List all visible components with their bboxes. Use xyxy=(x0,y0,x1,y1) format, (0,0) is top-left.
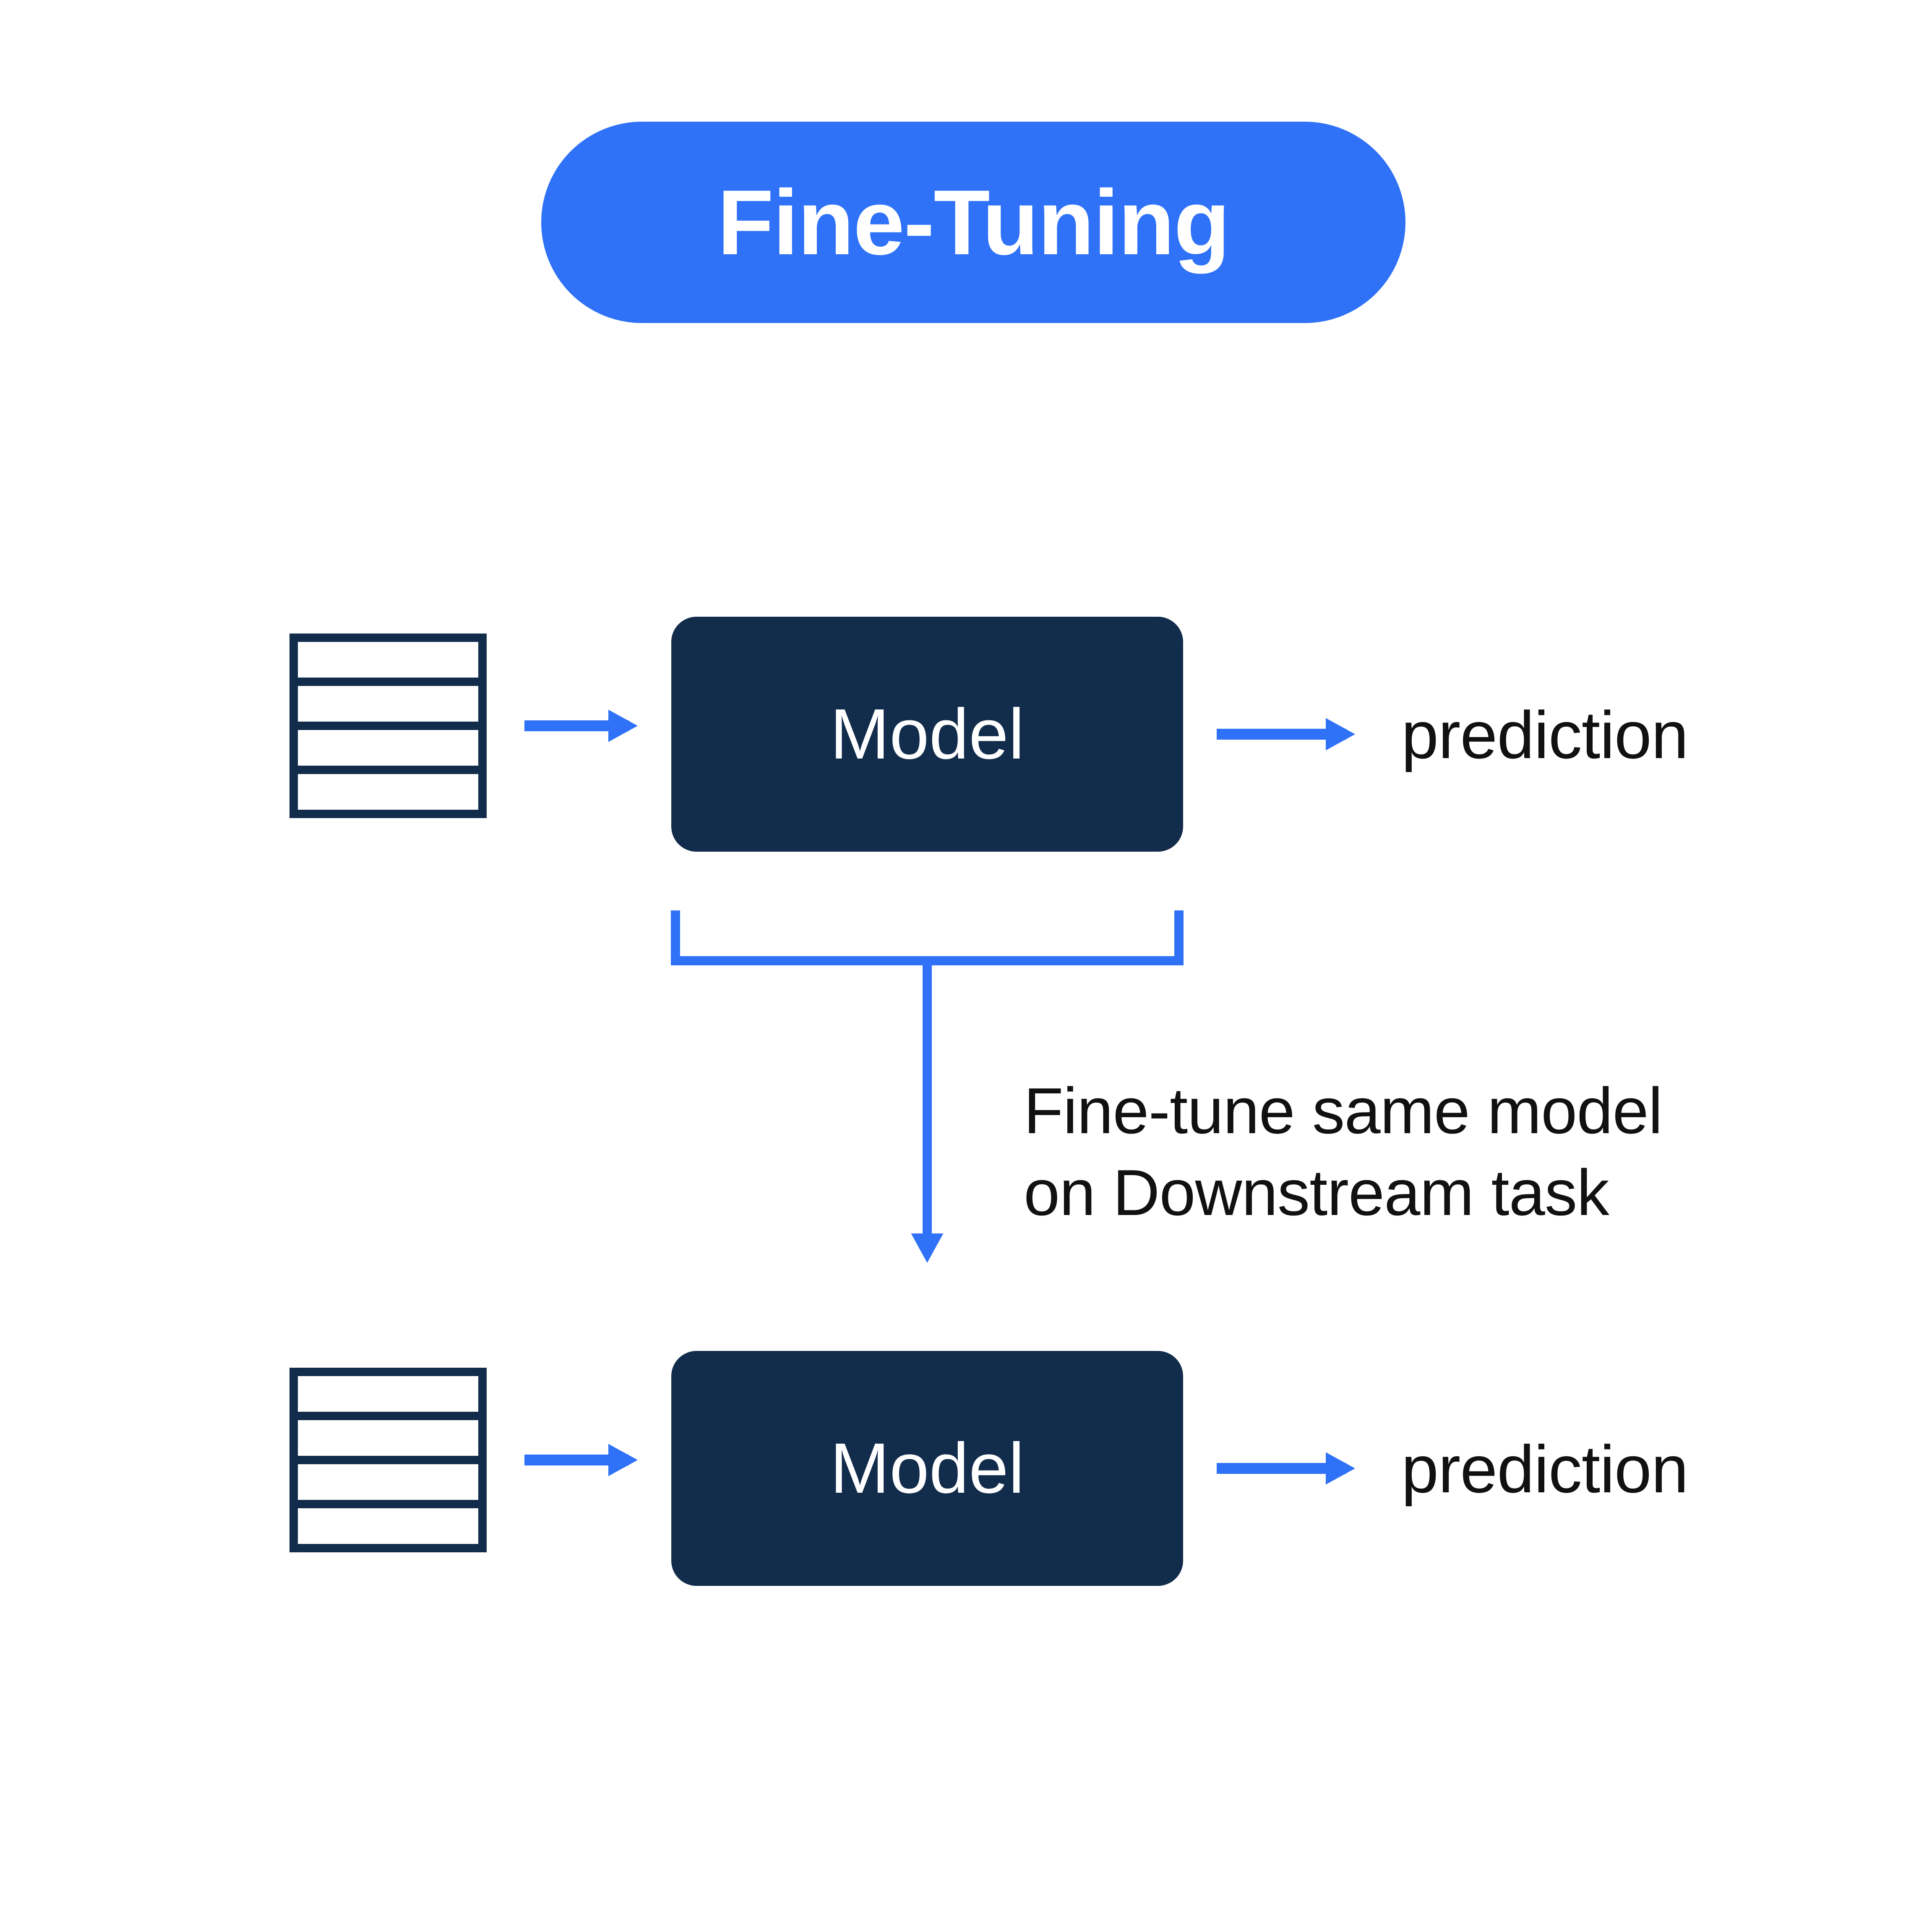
diagram-canvas: Fine-Tuning Model prediction Model predi… xyxy=(0,0,1932,1932)
model-box-top: Model xyxy=(671,617,1183,852)
prediction-label-top: prediction xyxy=(1401,696,1688,774)
model-label-bottom: Model xyxy=(830,1427,1024,1510)
prediction-label-bottom: prediction xyxy=(1401,1431,1688,1508)
finetune-caption: Fine-tune same model on Downstream task xyxy=(1024,1070,1662,1233)
finetune-caption-line2: on Downstream task xyxy=(1024,1152,1662,1233)
finetune-caption-line1: Fine-tune same model xyxy=(1024,1070,1662,1152)
model-box-bottom: Model xyxy=(671,1351,1183,1586)
title-text: Fine-Tuning xyxy=(717,169,1229,276)
model-label-top: Model xyxy=(830,693,1024,775)
title-pill: Fine-Tuning xyxy=(541,122,1405,323)
